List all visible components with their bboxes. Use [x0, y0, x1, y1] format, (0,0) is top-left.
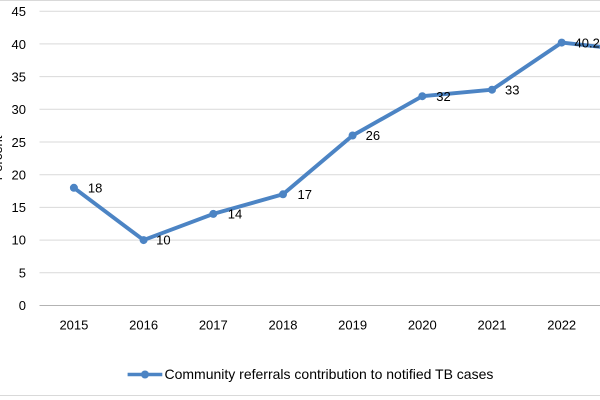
svg-text:17: 17 [298, 187, 312, 202]
svg-text:30: 30 [12, 102, 26, 117]
svg-text:40: 40 [12, 37, 26, 52]
svg-text:10: 10 [12, 233, 26, 248]
svg-text:5: 5 [19, 265, 26, 280]
svg-text:20: 20 [12, 167, 26, 182]
svg-text:32: 32 [436, 89, 450, 104]
svg-text:2016: 2016 [129, 318, 158, 333]
svg-text:2017: 2017 [199, 318, 228, 333]
svg-text:15: 15 [12, 200, 26, 215]
svg-text:14: 14 [228, 207, 242, 222]
svg-text:2022: 2022 [547, 318, 576, 333]
svg-text:0: 0 [19, 298, 26, 313]
svg-text:Community referrals contributi: Community referrals contribution to noti… [165, 366, 494, 382]
svg-text:10: 10 [156, 233, 170, 248]
svg-text:2021: 2021 [478, 318, 507, 333]
svg-text:40.2: 40.2 [575, 36, 600, 51]
svg-text:2020: 2020 [408, 318, 437, 333]
svg-text:2019: 2019 [338, 318, 367, 333]
svg-text:2015: 2015 [59, 318, 88, 333]
svg-text:26: 26 [366, 128, 380, 143]
svg-text:18: 18 [88, 180, 102, 195]
svg-text:33: 33 [505, 83, 519, 98]
svg-text:2018: 2018 [269, 318, 298, 333]
svg-text:45: 45 [12, 4, 26, 19]
svg-text:25: 25 [12, 135, 26, 150]
svg-text:Percent: Percent [0, 135, 5, 180]
svg-text:35: 35 [12, 70, 26, 85]
